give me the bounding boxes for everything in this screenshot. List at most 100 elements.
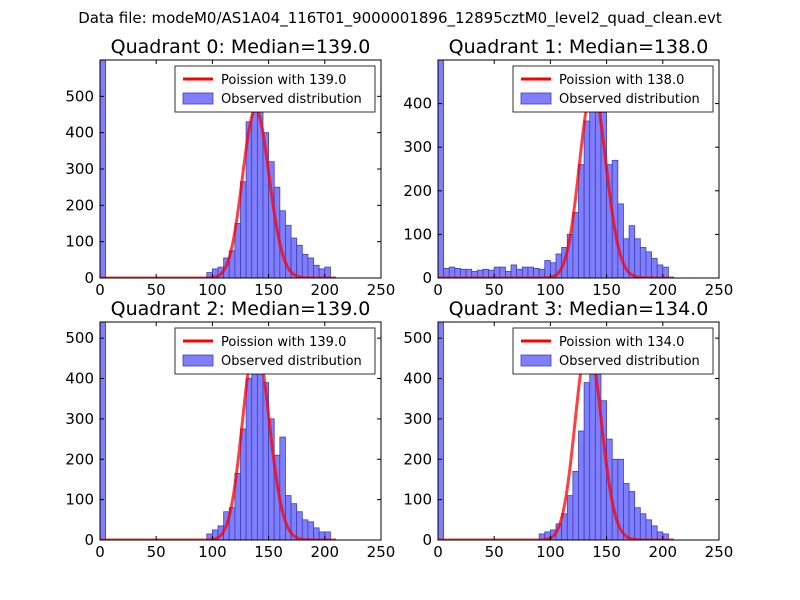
- subplots: 0 50 100 150 200 2500100200300400500Quadrant …: [65, 36, 733, 561]
- x-tick-label: 150: [592, 281, 621, 299]
- poisson-curve: [438, 341, 675, 540]
- x-tick-label: 50: [485, 281, 504, 299]
- histogram-bar: [566, 495, 574, 540]
- axes-frame: [99, 321, 382, 541]
- x-tick-label: 250: [705, 543, 734, 561]
- legend-label-observed: Observed distribution: [559, 354, 700, 369]
- histogram-bar: [662, 266, 669, 278]
- y-tick-label: 0: [84, 269, 94, 287]
- x-tick-label: 100: [536, 543, 565, 561]
- x-tick-label: 0: [95, 281, 105, 299]
- histogram-bar: [279, 436, 286, 540]
- legend-bar-swatch: [182, 92, 214, 105]
- x-tick-label: 250: [367, 543, 396, 561]
- y-tick-label: 200: [65, 196, 94, 214]
- legend-label-poisson: Poission with 139.0: [221, 335, 346, 350]
- histogram-bar: [100, 322, 107, 540]
- histogram-bar: [510, 264, 518, 278]
- histogram-bar: [634, 238, 641, 278]
- subplot-title: Quadrant 1: Median=138.0: [449, 36, 709, 58]
- y-tick-label: 200: [65, 450, 94, 468]
- histogram-bar: [313, 527, 320, 540]
- histogram-bar: [499, 266, 506, 278]
- y-tick-label: 400: [65, 370, 94, 388]
- poisson-curve: [100, 340, 337, 540]
- y-tick-label: 300: [65, 160, 94, 178]
- histogram-bar: [448, 266, 456, 278]
- x-tick-label: 0: [433, 543, 443, 561]
- histogram-bar: [438, 322, 445, 540]
- y-tick-label: 100: [65, 491, 94, 509]
- histogram-bar: [639, 513, 647, 540]
- histogram-bar: [656, 264, 664, 278]
- histogram-bar: [245, 378, 253, 540]
- x-tick-label: 100: [198, 543, 227, 561]
- legend-bar-swatch: [520, 92, 552, 105]
- histogram-bar: [493, 266, 501, 278]
- histogram-bar: [572, 470, 579, 540]
- axes-frame: [437, 321, 720, 541]
- poisson-curve: [438, 87, 675, 278]
- histogram-bar: [313, 264, 320, 278]
- histogram-bar: [578, 430, 585, 540]
- subplot-title: Quadrant 2: Median=139.0: [111, 298, 371, 320]
- histogram-bar: [324, 266, 331, 278]
- legend-label-poisson: Poission with 134.0: [559, 335, 684, 350]
- histogram-bar: [251, 103, 258, 278]
- x-tick-label: 200: [648, 281, 677, 299]
- x-tick-label: 100: [198, 281, 227, 299]
- histogram-bar: [645, 519, 652, 540]
- histogram-bar: [651, 525, 658, 540]
- histogram-bar: [307, 257, 314, 278]
- legend: Poission with 139.0 Observed distribution: [174, 327, 376, 375]
- histogram-bar: [296, 511, 303, 540]
- y-tick-label: 0: [422, 531, 432, 549]
- y-tick-label: 300: [403, 138, 432, 156]
- legend-label-poisson: Poission with 138.0: [559, 73, 684, 88]
- poisson-curve: [100, 108, 337, 278]
- y-tick-label: 500: [65, 329, 94, 347]
- axes-frame: [437, 59, 720, 279]
- x-tick-label: 150: [254, 543, 283, 561]
- legend-label-poisson: Poission with 139.0: [221, 73, 346, 88]
- subplot-quadrant-0: 0 50 100 150 200 250 0 100 200 300 400 500 Quadrant …: [65, 36, 395, 299]
- y-tick-label: 200: [403, 450, 432, 468]
- histogram-bar: [628, 225, 636, 278]
- x-tick-label: 200: [310, 281, 339, 299]
- y-tick-label: 100: [403, 491, 432, 509]
- histogram-bar: [544, 260, 551, 278]
- histogram-bar: [583, 382, 591, 540]
- histogram-bar: [438, 60, 445, 278]
- legend: Poission with 138.0 Observed distribution: [512, 65, 714, 113]
- y-tick-label: 0: [422, 269, 432, 287]
- legend: Poission with 134.0 Observed distribution: [512, 327, 714, 375]
- y-tick-label: 500: [65, 87, 94, 105]
- subplot-title: Quadrant 0: Median=139.0: [111, 36, 371, 58]
- legend-bar-swatch: [520, 354, 552, 367]
- histogram-bar: [594, 103, 602, 278]
- histogram-bar: [628, 491, 636, 540]
- histogram-bar: [617, 203, 624, 278]
- x-tick-label: 50: [485, 543, 504, 561]
- histogram-bar: [634, 507, 641, 540]
- histogram-bar: [301, 519, 309, 540]
- x-tick-label: 250: [705, 281, 734, 299]
- histogram-bar: [645, 251, 652, 278]
- x-tick-label: 0: [95, 543, 105, 561]
- legend-bar-swatch: [182, 354, 214, 367]
- plot-area: [438, 60, 675, 278]
- x-tick-label: 200: [310, 543, 339, 561]
- y-tick-label: 400: [65, 124, 94, 142]
- legend-label-observed: Observed distribution: [221, 92, 362, 107]
- histogram-bar: [623, 483, 630, 540]
- y-tick-label: 100: [65, 233, 94, 251]
- y-tick-label: 300: [403, 410, 432, 428]
- x-tick-label: 0: [433, 281, 443, 299]
- histogram-bar: [307, 521, 314, 540]
- x-tick-label: 150: [254, 281, 283, 299]
- histogram-bar: [578, 164, 585, 278]
- subplot-quadrant-1: 0 50 100 150 200 250 0 100 200 300 400 Quadrant 1: …: [403, 36, 733, 299]
- x-tick-label: 100: [536, 281, 565, 299]
- histogram-bar: [240, 428, 247, 540]
